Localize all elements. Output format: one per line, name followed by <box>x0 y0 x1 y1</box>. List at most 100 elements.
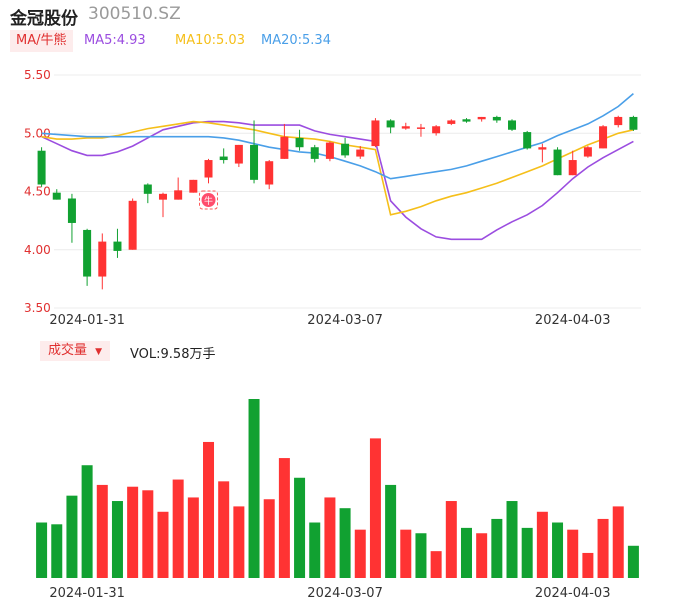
y-tick-label: 4.50 <box>24 185 51 199</box>
candle-body <box>143 184 152 194</box>
volume-bar <box>369 438 381 578</box>
candle-body <box>432 126 441 134</box>
candle-body <box>67 198 76 223</box>
volume-bar <box>294 477 306 578</box>
volume-bar <box>203 441 215 578</box>
candle-body <box>416 127 425 129</box>
volume-bar <box>187 497 199 578</box>
volume-bar <box>339 508 351 578</box>
candle-body <box>265 161 274 185</box>
volume-bar <box>324 497 336 578</box>
candle-body <box>280 136 289 159</box>
candle-body <box>538 147 547 150</box>
volume-bar <box>445 501 457 578</box>
stock-name: 金冠股份 <box>10 9 78 29</box>
volume-bar <box>248 399 260 578</box>
candle-body <box>37 150 46 185</box>
y-tick-label: 5.50 <box>24 68 51 82</box>
volume-bar <box>172 479 184 578</box>
candle-body <box>583 147 592 157</box>
bull-marker-icon <box>199 190 219 210</box>
volume-bar <box>309 522 321 578</box>
volume-bar <box>597 518 609 578</box>
candle-body <box>386 120 395 128</box>
volume-bar <box>51 524 63 578</box>
candle-body <box>462 119 471 122</box>
volume-bar <box>385 484 397 578</box>
candle-body <box>295 137 304 148</box>
bull-marker-badge <box>201 193 216 207</box>
ma5-line <box>41 120 634 241</box>
candle-body <box>401 126 410 129</box>
ma-indicator-selector[interactable]: MA/牛熊 <box>10 30 73 52</box>
candle-body <box>325 142 334 159</box>
volume-bar <box>81 465 93 578</box>
candle-body <box>250 144 259 180</box>
stock-code: 300510.SZ <box>88 4 181 24</box>
x-tick-label: 2024-03-07 <box>307 313 383 328</box>
volume-bar <box>111 501 123 578</box>
candle-body <box>234 144 243 164</box>
volume-bar <box>582 552 594 578</box>
candle-body <box>629 116 638 130</box>
volume-bar <box>491 518 503 578</box>
x-tick-label: 2024-04-03 <box>535 586 611 601</box>
volume-bar <box>96 484 108 578</box>
volume-bar <box>142 490 154 578</box>
volume-bar <box>627 545 639 578</box>
y-tick-label: 4.00 <box>24 243 51 257</box>
x-tick-label: 2024-03-07 <box>307 586 383 601</box>
candle-body <box>341 143 350 156</box>
volume-bar <box>521 527 533 578</box>
y-tick-label: 3.50 <box>24 301 51 315</box>
volume-bar <box>476 533 488 578</box>
candle-body <box>98 241 107 277</box>
candle-body <box>52 192 61 200</box>
volume-indicator-button[interactable]: 成交量 ▼ <box>40 341 111 361</box>
x-tick-label: 2024-04-03 <box>535 313 611 328</box>
candle-body <box>128 200 137 250</box>
candle-body <box>508 120 517 130</box>
volume-bar <box>66 495 78 578</box>
candle-body <box>356 149 365 157</box>
candle-body <box>310 147 319 159</box>
candle-body <box>158 193 167 200</box>
candle-body <box>568 160 577 176</box>
candle-body <box>219 156 228 161</box>
triangle-down-icon: ▼ <box>95 347 103 357</box>
volume-bar <box>36 522 48 578</box>
candle-body <box>614 116 623 126</box>
volume-bar <box>127 486 139 578</box>
volume-bar <box>218 481 230 578</box>
volume-button-label: 成交量 <box>48 343 88 358</box>
volume-bar <box>233 506 245 578</box>
volume-value: VOL:9.58万手 <box>130 347 216 362</box>
ma10-line <box>41 120 634 216</box>
candle-body <box>174 190 183 200</box>
x-tick-label: 2024-01-31 <box>49 586 125 601</box>
bull-marker-label: 牛 <box>204 195 213 207</box>
volume-bar <box>354 529 366 578</box>
volume-bar <box>536 511 548 578</box>
ma10-value: MA10:5.03 <box>175 33 245 48</box>
candle-body <box>447 120 456 124</box>
candle-body <box>599 126 608 149</box>
volume-bar <box>263 499 275 578</box>
volume-bar <box>567 529 579 578</box>
volume-bar <box>552 522 564 578</box>
volume-bar <box>157 511 169 578</box>
candle-body <box>83 229 92 277</box>
candle-body <box>371 120 380 147</box>
volume-bar <box>612 506 624 578</box>
candle-body <box>492 116 501 121</box>
ma20-line <box>41 92 634 180</box>
candle-body <box>477 116 486 120</box>
candle-body <box>553 149 562 176</box>
candle-body <box>523 132 532 149</box>
x-tick-label: 2024-01-31 <box>49 313 125 328</box>
ma5-value: MA5:4.93 <box>84 33 146 48</box>
volume-bar <box>430 551 442 578</box>
volume-bar <box>400 529 412 578</box>
candle-body <box>189 179 198 193</box>
